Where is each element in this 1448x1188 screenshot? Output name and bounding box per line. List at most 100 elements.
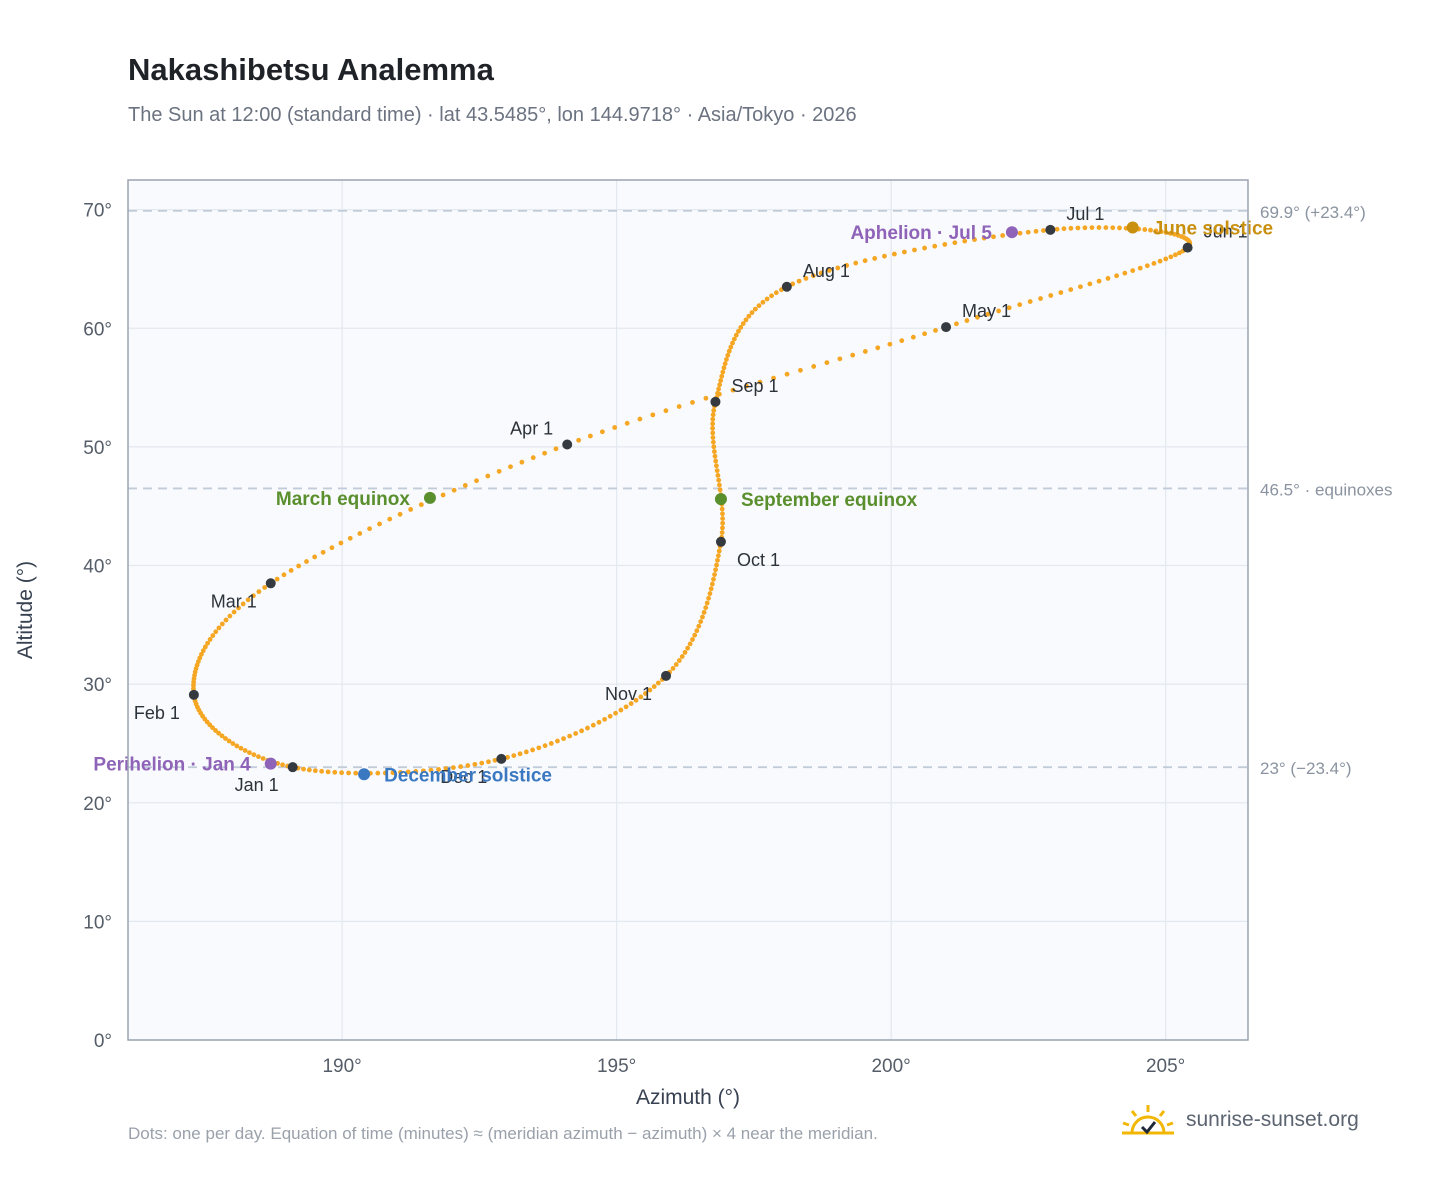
daily-sun-dot bbox=[613, 710, 618, 716]
daily-sun-dot bbox=[1158, 229, 1164, 235]
daily-sun-dot bbox=[405, 769, 411, 775]
daily-sun-dot bbox=[719, 506, 725, 512]
daily-sun-dot bbox=[216, 625, 222, 631]
daily-sun-dot bbox=[210, 633, 216, 639]
daily-sun-dot bbox=[1027, 299, 1033, 304]
daily-sun-dot bbox=[872, 256, 878, 261]
daily-sun-dot bbox=[716, 386, 722, 392]
month-marker bbox=[941, 322, 952, 333]
daily-sun-dot bbox=[1137, 265, 1143, 271]
daily-sun-dot bbox=[1148, 227, 1153, 233]
daily-sun-dot bbox=[1153, 228, 1159, 234]
daily-sun-dot bbox=[700, 614, 705, 620]
daily-sun-dot bbox=[505, 754, 510, 760]
daily-sun-dot bbox=[1173, 252, 1178, 258]
daily-sun-dot bbox=[703, 605, 709, 611]
daily-sun-dot bbox=[710, 421, 716, 427]
daily-sun-dot bbox=[202, 644, 208, 650]
daily-sun-dot bbox=[710, 412, 716, 418]
daily-sun-dot bbox=[711, 444, 717, 450]
daily-sun-dot bbox=[720, 525, 725, 531]
daily-sun-dot bbox=[1168, 230, 1173, 236]
event-marker bbox=[358, 768, 371, 781]
daily-sun-dot bbox=[638, 694, 644, 700]
daily-sun-dot bbox=[596, 719, 602, 725]
daily-sun-dot bbox=[933, 328, 938, 333]
month-marker bbox=[265, 578, 276, 589]
daily-sun-dot bbox=[746, 313, 752, 319]
daily-sun-dot bbox=[1089, 225, 1095, 231]
daily-sun-dot bbox=[1017, 230, 1023, 236]
daily-sun-dot bbox=[250, 593, 256, 599]
daily-sun-dot bbox=[673, 662, 679, 667]
daily-sun-dot bbox=[1105, 276, 1111, 281]
daily-sun-dot bbox=[1157, 258, 1163, 264]
daily-sun-dot bbox=[1122, 270, 1128, 276]
daily-sun-dot bbox=[738, 325, 744, 330]
event-marker bbox=[1005, 226, 1018, 239]
daily-sun-dot bbox=[1054, 226, 1060, 232]
daily-sun-dot bbox=[443, 766, 449, 771]
y-axis-label: Altitude (°) bbox=[14, 561, 37, 659]
daily-sun-dot bbox=[991, 234, 996, 240]
brand-name: sunrise-sunset.org bbox=[1186, 1108, 1359, 1131]
daily-sun-dot bbox=[408, 507, 414, 512]
daily-sun-dot bbox=[319, 768, 325, 774]
daily-sun-dot bbox=[281, 572, 287, 578]
month-marker-label: Dec 1 bbox=[440, 767, 487, 787]
daily-sun-dot bbox=[338, 540, 344, 546]
daily-sun-dot bbox=[722, 361, 728, 367]
daily-sun-dot bbox=[458, 764, 464, 770]
daily-sun-dot bbox=[922, 331, 927, 337]
daily-sun-dot bbox=[223, 617, 229, 623]
daily-sun-dot bbox=[1163, 230, 1169, 235]
daily-sun-dot bbox=[713, 458, 719, 464]
month-marker-label: Apr 1 bbox=[510, 419, 553, 439]
daily-sun-dot bbox=[251, 752, 257, 758]
daily-sun-dot bbox=[1068, 287, 1074, 293]
daily-sun-dot bbox=[1058, 290, 1064, 295]
chart-subtitle: The Sun at 12:00 (standard time) · lat 4… bbox=[128, 104, 857, 126]
daily-sun-dot bbox=[536, 745, 542, 751]
daily-sun-dot bbox=[573, 731, 579, 736]
daily-sun-dot bbox=[216, 730, 222, 736]
daily-sun-dot bbox=[718, 378, 724, 383]
daily-sun-dot bbox=[230, 741, 236, 746]
daily-sun-dot bbox=[628, 701, 634, 706]
daily-sun-dot bbox=[798, 367, 803, 373]
month-marker-label: Mar 1 bbox=[211, 591, 257, 611]
daily-sun-dot bbox=[231, 609, 237, 615]
daily-sun-dot bbox=[670, 665, 676, 671]
brand[interactable]: sunrise-sunset.org bbox=[1120, 1103, 1359, 1137]
daily-sun-dot bbox=[743, 317, 749, 323]
daily-sun-dot bbox=[875, 345, 881, 351]
daily-sun-dot bbox=[1025, 229, 1031, 235]
daily-sun-dot bbox=[486, 759, 491, 765]
daily-sun-dot bbox=[1117, 225, 1122, 231]
daily-sun-dot bbox=[719, 373, 725, 379]
daily-sun-dot bbox=[1175, 232, 1181, 238]
daily-sun-dot bbox=[712, 572, 717, 577]
daily-sun-dot bbox=[711, 449, 717, 454]
daily-sun-dot bbox=[607, 713, 613, 719]
daily-sun-dot bbox=[771, 375, 776, 381]
event-marker bbox=[423, 491, 436, 504]
daily-sun-dot bbox=[784, 371, 790, 377]
daily-sun-dot bbox=[387, 516, 393, 522]
daily-sun-dot bbox=[942, 242, 948, 247]
y-tick-label: 50° bbox=[83, 438, 112, 459]
month-marker-label: Aug 1 bbox=[803, 261, 850, 281]
daily-sun-dot bbox=[450, 765, 456, 771]
daily-sun-dot bbox=[862, 349, 868, 354]
daily-sun-dot bbox=[207, 637, 213, 642]
daily-sun-dot bbox=[585, 725, 590, 731]
daily-sun-dot bbox=[492, 757, 498, 763]
y-tick-label: 30° bbox=[83, 675, 112, 696]
daily-sun-dot bbox=[720, 516, 726, 521]
daily-sun-dot bbox=[818, 270, 824, 276]
daily-sun-dot bbox=[655, 680, 661, 686]
daily-sun-dot bbox=[810, 273, 816, 279]
daily-sun-dot bbox=[643, 691, 648, 696]
event-label: Perihelion · Jan 4 bbox=[93, 755, 251, 776]
